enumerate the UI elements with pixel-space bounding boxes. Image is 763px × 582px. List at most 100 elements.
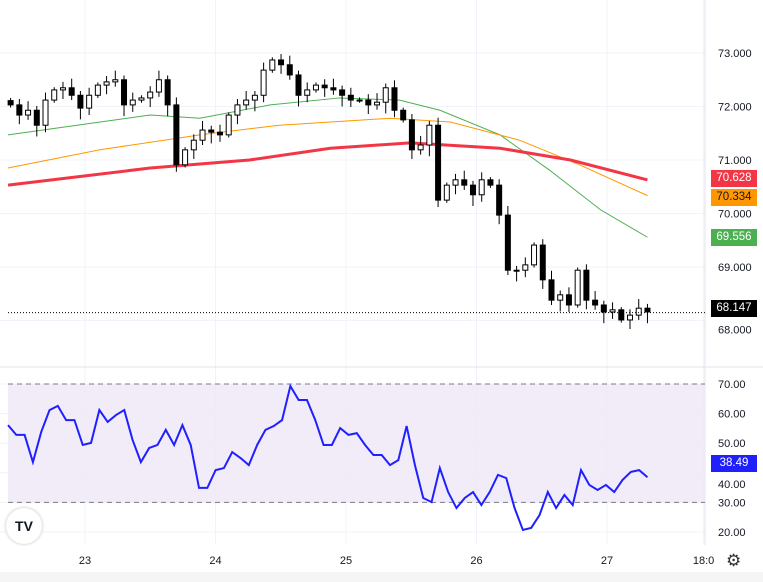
candle-body: [112, 79, 119, 83]
candle-body: [321, 84, 328, 89]
rsi-value-label: 38.49: [711, 455, 757, 472]
candle-body: [269, 59, 276, 71]
candle-body: [251, 94, 258, 101]
rsi-band: [8, 384, 705, 503]
candle-body: [243, 99, 250, 106]
candle-body: [190, 139, 197, 151]
candle-body: [129, 99, 136, 106]
time-tick-label: 25: [340, 555, 352, 567]
candle-body: [435, 124, 442, 201]
last-price-label: 68.147: [711, 300, 757, 317]
candle-body: [216, 131, 223, 136]
candle-body: [627, 314, 634, 321]
candle-body: [225, 114, 232, 136]
candle-body: [182, 149, 189, 166]
candle-body: [86, 94, 93, 109]
ma-line-0: [7, 97, 648, 238]
candle-body: [365, 99, 372, 106]
candle-body: [103, 81, 110, 86]
candle-body: [469, 184, 476, 196]
candle-body: [356, 99, 363, 102]
candle-body: [286, 64, 293, 76]
price-tick-label: 69.000: [718, 262, 752, 274]
candle-body: [513, 269, 520, 272]
candle-body: [461, 179, 468, 186]
candle-body: [347, 94, 354, 101]
candle-body: [234, 104, 241, 116]
candle-body: [400, 109, 407, 121]
candle-body: [42, 99, 49, 126]
candle-body: [478, 179, 485, 196]
candle-body: [452, 179, 459, 186]
candle-body: [618, 309, 625, 321]
rsi-tick-label: 50.00: [718, 438, 746, 450]
rsi-tick-label: 40.00: [718, 479, 746, 491]
candle-body: [609, 309, 616, 313]
candle-body: [600, 304, 607, 313]
time-tick-label: 26: [470, 555, 482, 567]
candle-body: [417, 144, 424, 151]
candle-body: [443, 184, 450, 201]
candle-body: [173, 104, 180, 166]
candle-body: [539, 244, 546, 281]
candle-body: [496, 184, 503, 216]
candle-body: [574, 269, 581, 306]
candle-body: [522, 264, 529, 271]
candle-body: [548, 279, 555, 301]
price-tick-label: 70.000: [718, 209, 752, 221]
time-tick-label: 27: [601, 555, 613, 567]
bottom-bar: [0, 572, 763, 582]
candle-body: [635, 307, 642, 316]
candle-body: [487, 179, 494, 186]
ma-line-2: [7, 141, 648, 187]
candle-body: [557, 294, 564, 301]
time-tick-label: 18:0: [693, 555, 714, 567]
candle-body: [33, 109, 40, 126]
candle-body: [59, 87, 66, 91]
candle-body: [260, 69, 267, 96]
candle-body: [304, 89, 311, 96]
candle-body: [426, 124, 433, 146]
candle-body: [278, 59, 285, 66]
ma-fast-label: 69.556: [711, 229, 757, 246]
candle-body: [147, 91, 154, 99]
time-tick-label: 23: [79, 555, 91, 567]
price-tick-label: 71.000: [718, 155, 752, 167]
rsi-tick-label: 20.00: [718, 527, 746, 539]
candle-body: [592, 299, 599, 306]
candle-body: [68, 87, 75, 96]
candle-body: [408, 119, 415, 151]
price-tick-label: 72.000: [718, 102, 752, 114]
ma-line-1: [7, 117, 648, 197]
candle-body: [121, 79, 128, 106]
candle-body: [77, 94, 84, 109]
candle-body: [391, 87, 398, 111]
candle-body: [199, 129, 206, 141]
candle-body: [339, 89, 346, 96]
settings-gear-icon[interactable]: ⚙: [726, 551, 742, 570]
candle-body: [7, 100, 14, 106]
candle-body: [94, 84, 101, 96]
candle-body: [644, 307, 651, 313]
candle-body: [565, 294, 572, 306]
candle-body: [138, 97, 145, 101]
candle-body: [583, 269, 590, 301]
rsi-tick-label: 70.00: [718, 379, 746, 391]
candle-body: [330, 87, 337, 91]
rsi-line: [7, 383, 649, 532]
ma-slow-label: 70.628: [711, 170, 757, 187]
candle-body: [374, 101, 381, 106]
candle-body: [16, 104, 23, 116]
price-tick-label: 68.000: [718, 325, 752, 337]
candle-body: [504, 214, 511, 271]
candle-body: [208, 129, 215, 133]
rsi-tick-label: 30.00: [718, 497, 746, 509]
candle-body: [312, 84, 319, 91]
candle-body: [531, 244, 538, 266]
tradingview-logo[interactable]: TV: [6, 508, 42, 544]
candle-body: [51, 89, 58, 101]
candle-body: [25, 109, 32, 116]
candle-body: [164, 79, 171, 106]
